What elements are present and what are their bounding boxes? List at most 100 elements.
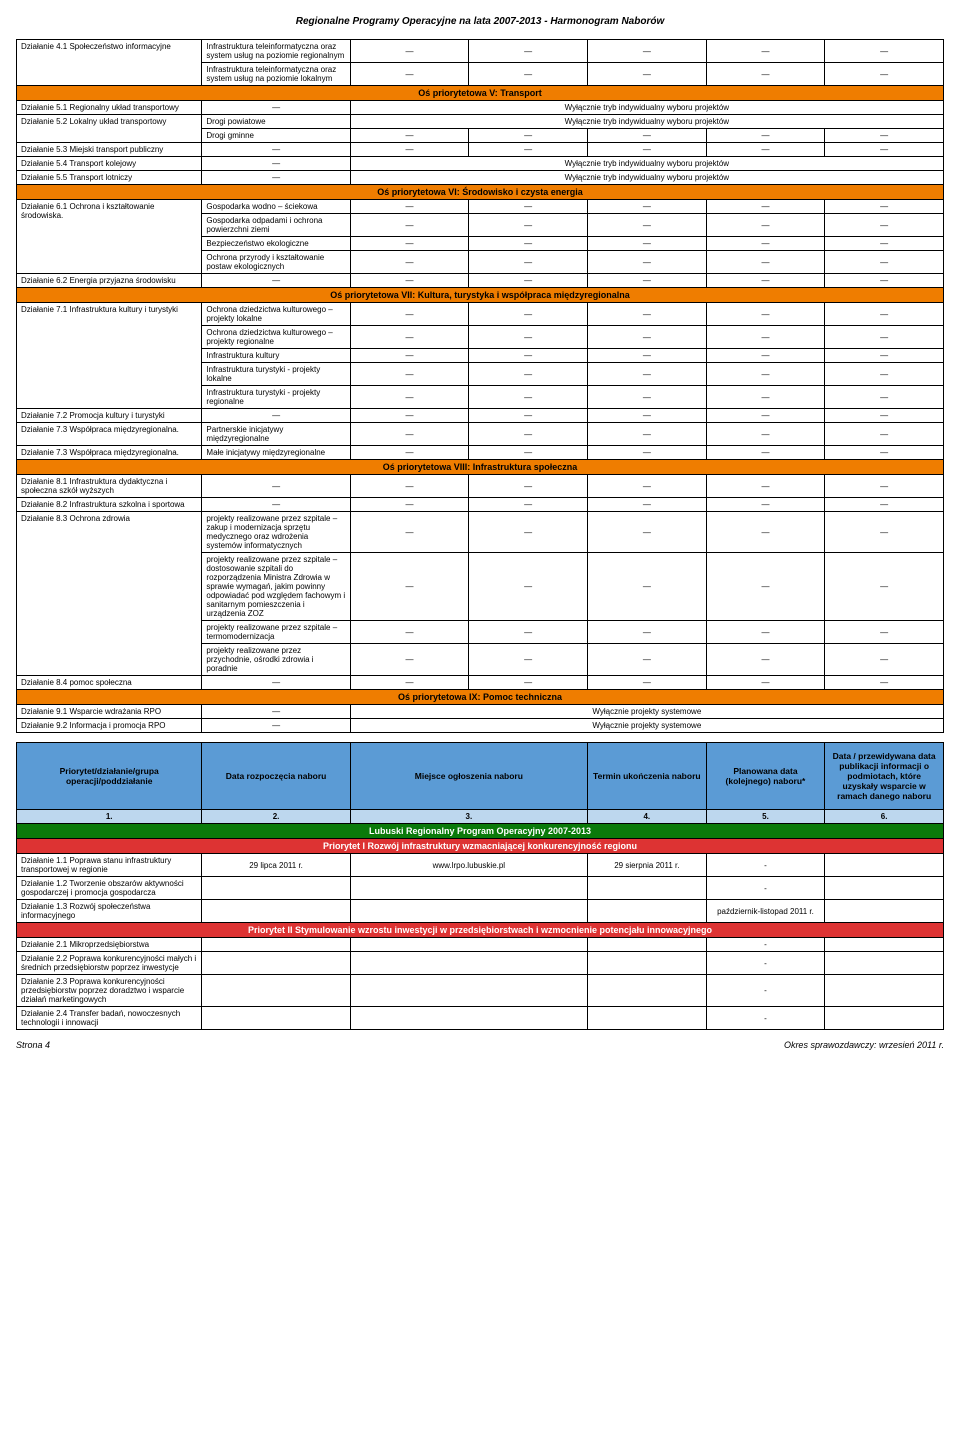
cell: — xyxy=(469,621,588,644)
cell: — xyxy=(469,237,588,251)
action-label: Działanie 7.1 Infrastruktura kultury i t… xyxy=(17,303,202,409)
cell xyxy=(350,938,587,952)
col-num: 4. xyxy=(588,810,707,824)
subaction: projekty realizowane przez szpitale – za… xyxy=(202,512,350,553)
cell xyxy=(588,938,707,952)
cell: — xyxy=(588,446,707,460)
cell: — xyxy=(469,644,588,676)
cell: — xyxy=(706,214,825,237)
cell: — xyxy=(469,274,588,288)
cell: — xyxy=(588,498,707,512)
col-num: 1. xyxy=(17,810,202,824)
cell: — xyxy=(706,349,825,363)
subaction: Gospodarka odpadami i ochrona powierzchn… xyxy=(202,214,350,237)
cell xyxy=(825,1007,944,1030)
cell: — xyxy=(469,251,588,274)
cell: — xyxy=(588,200,707,214)
cell: — xyxy=(350,553,469,621)
cell: — xyxy=(350,621,469,644)
cell: — xyxy=(350,214,469,237)
cell: — xyxy=(350,423,469,446)
cell: — xyxy=(588,129,707,143)
page-title: Regionalne Programy Operacyjne na lata 2… xyxy=(16,16,944,27)
note: Wyłącznie tryb indywidualny wyboru proje… xyxy=(350,157,943,171)
cell: — xyxy=(706,326,825,349)
subaction: Gospodarka wodno – ściekowa xyxy=(202,200,350,214)
action-label: Działanie 5.1 Regionalny układ transport… xyxy=(17,101,202,115)
cell: — xyxy=(469,303,588,326)
cell: 29 lipca 2011 r. xyxy=(202,854,350,877)
cell: — xyxy=(350,409,469,423)
cell: — xyxy=(825,40,944,63)
cell: — xyxy=(588,676,707,690)
col-num: 5. xyxy=(706,810,825,824)
cell xyxy=(825,900,944,923)
action-label: Działanie 9.1 Wsparcie wdrażania RPO xyxy=(17,705,202,719)
cell: — xyxy=(588,553,707,621)
cell xyxy=(825,854,944,877)
cell: — xyxy=(350,63,469,86)
cell: — xyxy=(469,129,588,143)
footer-right: Okres sprawozdawczy: wrzesień 2011 r. xyxy=(784,1040,944,1050)
subaction: projekty realizowane przez przychodnie, … xyxy=(202,644,350,676)
cell: — xyxy=(350,274,469,288)
col-num: 6. xyxy=(825,810,944,824)
cell: — xyxy=(350,676,469,690)
cell: — xyxy=(706,498,825,512)
cell xyxy=(825,877,944,900)
cell: — xyxy=(202,705,350,719)
cell: — xyxy=(825,143,944,157)
cell: — xyxy=(825,512,944,553)
cell: — xyxy=(706,237,825,251)
subaction: Infrastruktura teleinformatyczna oraz sy… xyxy=(202,63,350,86)
cell: — xyxy=(469,63,588,86)
cell: — xyxy=(350,349,469,363)
cell: — xyxy=(825,409,944,423)
cell: — xyxy=(202,157,350,171)
cell: — xyxy=(588,621,707,644)
cell: — xyxy=(350,237,469,251)
cell: — xyxy=(202,143,350,157)
action-label: Działanie 8.1 Infrastruktura dydaktyczna… xyxy=(17,475,202,498)
cell xyxy=(825,975,944,1007)
cell: — xyxy=(825,386,944,409)
action-label: Działanie 8.3 Ochrona zdrowia xyxy=(17,512,202,676)
cell xyxy=(588,877,707,900)
cell: — xyxy=(350,512,469,553)
subaction: projekty realizowane przez szpitale – te… xyxy=(202,621,350,644)
cell: — xyxy=(350,40,469,63)
col-header: Termin ukończenia naboru xyxy=(588,743,707,810)
main-table: Działanie 4.1 Społeczeństwo informacyjne… xyxy=(16,39,944,1030)
cell: — xyxy=(825,475,944,498)
cell: październik-listopad 2011 r. xyxy=(706,900,825,923)
cell xyxy=(350,952,587,975)
cell xyxy=(350,1007,587,1030)
action-label: Działanie 4.1 Społeczeństwo informacyjne xyxy=(17,40,202,86)
cell: — xyxy=(202,171,350,185)
note: Wyłącznie projekty systemowe xyxy=(350,705,943,719)
cell: — xyxy=(706,553,825,621)
cell: — xyxy=(469,446,588,460)
cell: — xyxy=(825,274,944,288)
action-label: Działanie 7.2 Promocja kultury i turysty… xyxy=(17,409,202,423)
note: Wyłącznie tryb indywidualny wyboru proje… xyxy=(350,171,943,185)
cell: — xyxy=(350,498,469,512)
cell: — xyxy=(706,644,825,676)
cell: — xyxy=(469,200,588,214)
cell: — xyxy=(469,475,588,498)
subaction: Infrastruktura turystyki - projekty loka… xyxy=(202,363,350,386)
cell xyxy=(825,938,944,952)
cell: — xyxy=(350,386,469,409)
cell: - xyxy=(706,854,825,877)
cell: — xyxy=(202,274,350,288)
action-label: Działanie 1.2 Tworzenie obszarów aktywno… xyxy=(17,877,202,900)
cell: — xyxy=(825,363,944,386)
cell: — xyxy=(469,512,588,553)
cell: — xyxy=(469,40,588,63)
cell: - xyxy=(706,877,825,900)
cell: — xyxy=(469,498,588,512)
action-label: Działanie 7.3 Współpraca międzyregionaln… xyxy=(17,446,202,460)
cell: — xyxy=(825,200,944,214)
subaction: Drogi gminne xyxy=(202,129,350,143)
cell xyxy=(350,900,587,923)
